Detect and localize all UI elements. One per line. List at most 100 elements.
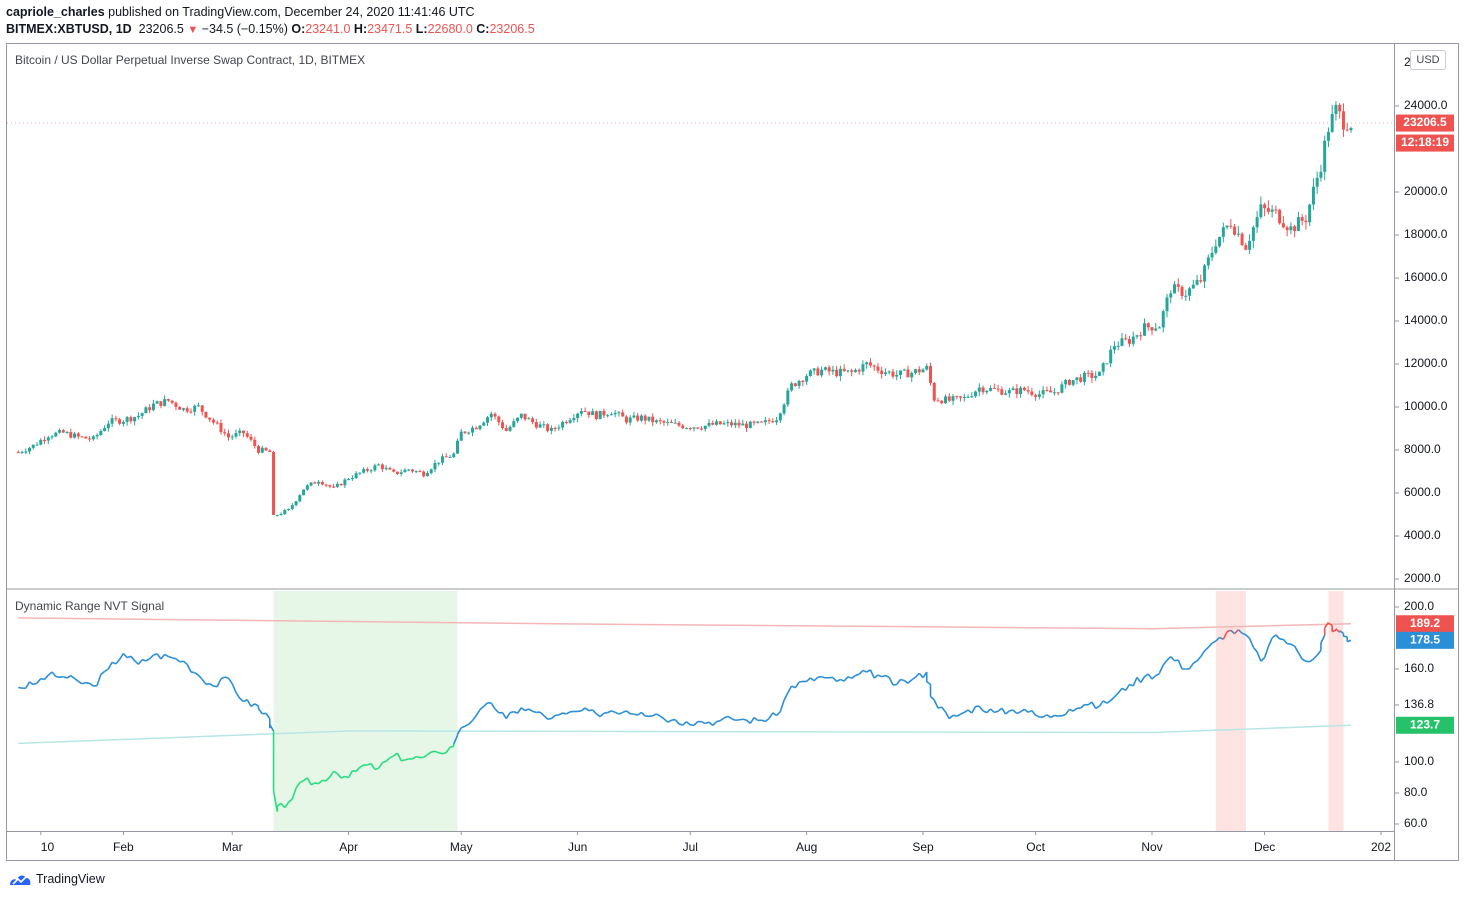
candle-body [621, 412, 625, 417]
nvt-segment [1102, 700, 1108, 704]
candle-body [797, 380, 801, 386]
candle-body [219, 423, 223, 433]
nvt-segment [1095, 705, 1100, 710]
lower-band-badge-bg [1396, 716, 1454, 734]
nvt-segment [66, 674, 72, 679]
candle-body [962, 396, 966, 398]
candle-body [347, 479, 351, 481]
nvt-segment [288, 798, 293, 803]
candle-body [688, 428, 692, 430]
candle-body [43, 439, 47, 441]
candle-body [1338, 104, 1342, 112]
nvt-segment [1271, 634, 1277, 639]
nvt-segment [524, 708, 530, 712]
nvt-segment [656, 713, 661, 717]
nvt-segment [43, 674, 49, 680]
time-tick-label: Apr [339, 840, 358, 854]
candle-body [793, 383, 797, 386]
nvt-segment [453, 735, 459, 745]
candle-body [324, 484, 328, 486]
candle-body [1146, 323, 1150, 328]
nvt-segment [1339, 630, 1344, 635]
candle-body [820, 369, 824, 376]
candle-body [594, 411, 598, 420]
nvt-segment [1155, 672, 1160, 677]
candle-body [1319, 171, 1323, 178]
nvt-segment [840, 678, 845, 682]
nvt-segment [29, 681, 34, 686]
nvt-segment [667, 719, 672, 723]
candle-body [1323, 140, 1327, 172]
nvt-segment [431, 750, 436, 753]
nvt-segment [1001, 707, 1007, 715]
candle-body [1150, 327, 1154, 331]
nvt-segment [520, 707, 526, 712]
nvt-segment [690, 724, 695, 727]
nvt-segment [708, 721, 714, 727]
candle-body [463, 431, 467, 433]
nvt-segment [501, 712, 507, 720]
candle-body [947, 396, 951, 401]
nvt-segment [389, 755, 395, 759]
nvt-segment [625, 710, 631, 715]
candle-body [812, 368, 816, 371]
nvt-segment [74, 677, 79, 683]
nvt-segment [412, 755, 417, 760]
candle-body [103, 428, 107, 431]
candle-body [1112, 346, 1116, 350]
publish-info: capriole_charles published on TradingVie… [6, 5, 475, 19]
nvt-segment [813, 676, 819, 682]
nvt-segment [933, 699, 939, 709]
nvt-segment [881, 674, 886, 678]
nvt-segment [483, 702, 489, 707]
candle-body [666, 421, 670, 423]
candle-body [1165, 297, 1169, 312]
nvt-segment [1188, 662, 1194, 670]
nvt-segment [423, 753, 428, 758]
nvt-segment [1147, 673, 1153, 680]
candle-body [1296, 217, 1300, 231]
candle-body [1263, 204, 1267, 209]
lower-band-badge-text: 123.7 [1410, 717, 1440, 731]
tradingview-brand[interactable]: TradingView [8, 872, 105, 886]
nvt-segment [137, 659, 143, 665]
nvt-segment [1140, 676, 1146, 683]
candle-body [636, 415, 640, 421]
nvt-segment [1012, 709, 1018, 715]
nvt-segment [1005, 710, 1010, 715]
candle-body [1270, 209, 1274, 212]
candle-body [508, 426, 512, 431]
nvt-segment [220, 676, 226, 680]
indicator-tick-label: 60.0 [1404, 816, 1428, 830]
candle-body [414, 471, 418, 473]
countdown-badge: 12:18:19 [1396, 134, 1454, 152]
nvt-segment [1237, 629, 1243, 634]
nvt-value-badge-text: 178.5 [1410, 632, 1440, 646]
nvt-segment [716, 719, 721, 723]
nvt-segment [926, 681, 931, 685]
candle-body [763, 420, 767, 423]
author-name[interactable]: capriole_charles [6, 5, 105, 19]
candle-body [827, 367, 831, 372]
nvt-segment [213, 685, 218, 688]
candle-body [568, 420, 572, 423]
candle-body [718, 421, 722, 425]
nvt-segment [367, 762, 372, 766]
nvt-segment [633, 713, 638, 716]
nvt-segment [336, 773, 342, 779]
nvt-segment [209, 683, 214, 687]
candle-body [955, 396, 959, 398]
candle-body [1079, 377, 1083, 382]
candle-body [587, 411, 591, 416]
nvt-segment [1245, 634, 1251, 639]
candle-body [831, 369, 835, 372]
candle-body [377, 464, 381, 466]
currency-button[interactable]: USD [1410, 50, 1446, 70]
candle-body [328, 485, 332, 487]
nvt-segment [475, 709, 481, 716]
candle-body [249, 436, 253, 440]
candle-body [733, 422, 737, 426]
nvt-segment [1166, 656, 1172, 661]
candle-body [992, 387, 996, 389]
